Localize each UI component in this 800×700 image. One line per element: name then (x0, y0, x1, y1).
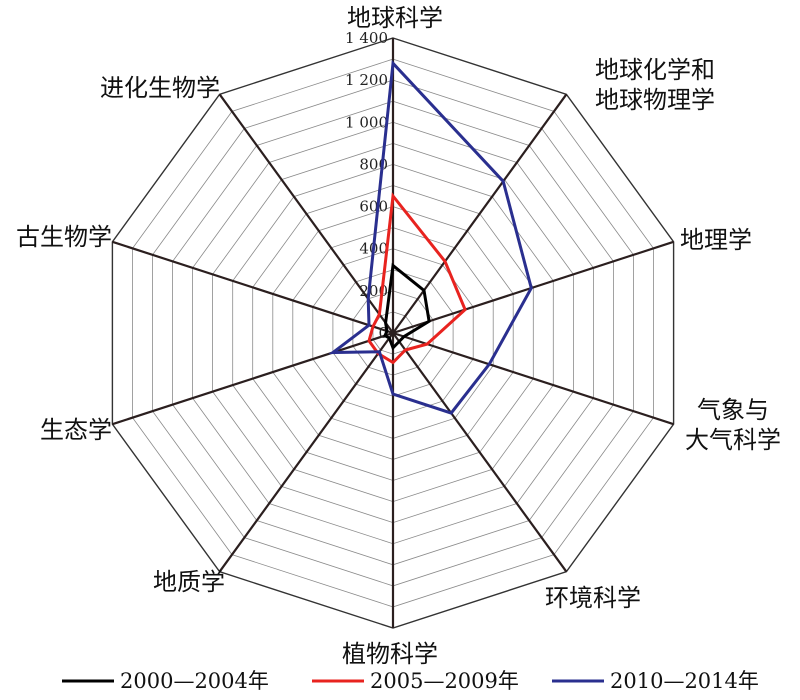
radar-axis-line (392, 331, 674, 426)
legend-label: 2005—2009年 (370, 669, 519, 693)
radar-category-label: 地质学 (153, 568, 225, 596)
radar-axis-line (112, 240, 394, 335)
radar-category-label: 气象与大气科学 (685, 396, 781, 454)
radar-category-label: 地球化学和地球物理学 (595, 56, 715, 114)
radar-axes (112, 38, 674, 628)
radar-series-line (328, 59, 533, 415)
radar-axis-line (112, 331, 394, 426)
radar-axis-line (392, 240, 674, 335)
radar-category-label: 进化生物学 (100, 74, 220, 102)
radar-category-label: 环境科学 (545, 584, 641, 612)
legend-label: 2000—2004年 (120, 669, 269, 693)
radar-category-label: 生态学 (40, 416, 112, 444)
legend-label: 2010—2014年 (610, 669, 759, 693)
radar-category-label: 古生物学 (16, 223, 112, 251)
radar-category-label: 地理学 (680, 226, 752, 254)
radar-series-group (328, 59, 533, 415)
radar-tick-label: 1 400 (345, 29, 388, 47)
radar-axis-line (218, 332, 394, 573)
radar-axis-line (218, 93, 394, 334)
radar-category-label: 地球科学 (347, 4, 443, 32)
radar-category-label: 植物科学 (342, 640, 438, 668)
radar-tick-label: 1 200 (345, 71, 388, 89)
radar-axis-line (392, 93, 568, 334)
radar-series-line (367, 192, 467, 365)
radar-tick-label: 600 (359, 198, 388, 216)
radar-tick-label: 0 (378, 324, 388, 342)
radar-series-line (383, 262, 431, 351)
radar-axis-line (392, 332, 568, 573)
legend: 2000—2004年 2005—2009年 2010—2014年 (62, 669, 759, 693)
radar-tick-label: 1 000 (345, 113, 388, 131)
